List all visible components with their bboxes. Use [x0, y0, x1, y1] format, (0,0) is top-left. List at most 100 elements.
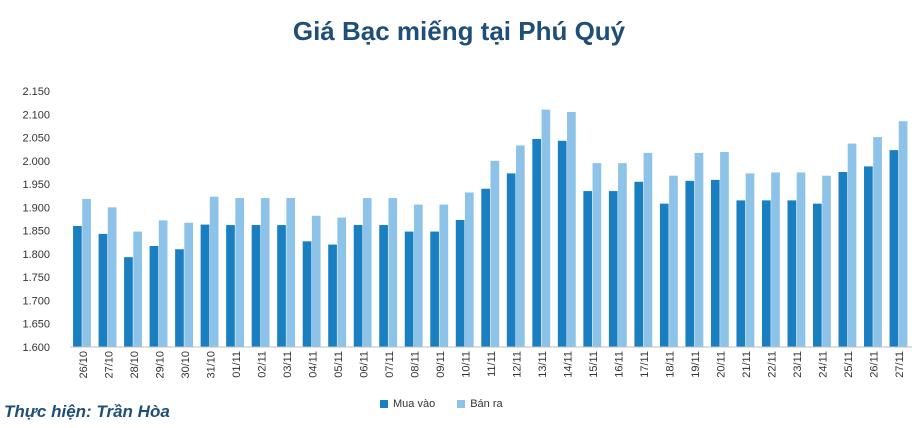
bar-ban-ra — [592, 163, 602, 347]
x-tick-label: 07/11 — [384, 351, 396, 378]
bar-ban-ra — [362, 198, 372, 347]
bar-mua-vao — [98, 233, 108, 347]
bar-ban-ra — [235, 198, 245, 347]
legend-item-ban-ra: Bán ra — [457, 398, 503, 410]
chart-title: Giá Bạc miếng tại Phú Quý — [292, 16, 626, 46]
bars-group — [73, 109, 908, 348]
y-axis: 1.600 1.650 1.700 1.750 1.800 1.850 1.900 1.950… — [22, 86, 50, 354]
bar-ban-ra — [669, 175, 678, 347]
x-tick-label: 28/10 — [129, 351, 141, 379]
bar-ban-ra — [158, 220, 168, 347]
y-tick-label: 1.700 — [22, 295, 50, 307]
y-tick-label: 1.850 — [22, 226, 50, 238]
bar-ban-ra — [209, 196, 219, 347]
y-tick-label: 2.100 — [22, 109, 50, 121]
bar-mua-vao — [226, 225, 235, 347]
bar-ban-ra — [618, 163, 627, 347]
bar-ban-ra — [311, 215, 321, 347]
x-axis: 26/10 27/10 28/10 29/10 30/10 31/10 01/11 02/11… — [70, 346, 912, 379]
bar-mua-vao — [736, 200, 746, 347]
bar-ban-ra — [771, 172, 780, 347]
bar-mua-vao — [685, 180, 695, 347]
bar-mua-vao — [277, 225, 286, 347]
x-tick-label: 15/11 — [588, 351, 600, 378]
bar-mua-vao — [302, 241, 312, 347]
bar-mua-vao — [481, 188, 490, 347]
x-tick-label: 23/11 — [792, 351, 804, 378]
bar-mua-vao — [532, 138, 542, 347]
x-tick-label: 08/11 — [409, 351, 421, 378]
bar-mua-vao — [864, 166, 873, 347]
x-tick-label: 10/11 — [460, 351, 472, 378]
x-tick-label: 01/11 — [231, 351, 243, 378]
bar-mua-vao — [149, 246, 159, 347]
x-tick-label: 16/11 — [614, 351, 626, 378]
bar-mua-vao — [761, 200, 771, 347]
x-tick-label: 27/10 — [103, 351, 115, 379]
bar-ban-ra — [82, 198, 91, 347]
x-tick-label: 04/11 — [307, 351, 319, 378]
bar-ban-ra — [567, 111, 576, 347]
x-tick-label: 06/11 — [358, 351, 370, 378]
y-tick-label: 1.900 — [22, 202, 50, 214]
bar-mua-vao — [506, 173, 516, 347]
bar-ban-ra — [286, 198, 296, 347]
x-tick-label: 27/11 — [894, 351, 906, 378]
bar-ban-ra — [516, 145, 525, 347]
x-tick-label: 05/11 — [333, 351, 345, 378]
legend: Mua vào Bán ra — [380, 398, 503, 410]
bar-ban-ra — [898, 121, 908, 347]
x-tick-label: 26/10 — [78, 351, 90, 379]
x-tick-label: 02/11 — [256, 351, 268, 378]
legend-swatch-ban-ra — [457, 400, 466, 408]
x-tick-label: 11/11 — [486, 351, 498, 377]
y-tick-label: 1.800 — [22, 249, 50, 261]
bar-mua-vao — [813, 203, 822, 347]
y-tick-label: 2.150 — [22, 86, 50, 98]
y-tick-label: 1.600 — [22, 342, 50, 354]
bar-mua-vao — [404, 231, 414, 347]
legend-swatch-mua-vao — [380, 400, 388, 408]
x-tick-label: 22/11 — [767, 351, 779, 378]
bar-ban-ra — [873, 137, 882, 347]
bar-mua-vao — [353, 225, 363, 347]
bar-ban-ra — [643, 152, 653, 347]
bar-ban-ra — [184, 222, 193, 347]
bar-ban-ra — [464, 192, 474, 347]
x-tick-label: 26/11 — [869, 351, 881, 378]
x-tick-label: 21/11 — [741, 351, 753, 378]
bar-mua-vao — [583, 191, 593, 347]
x-tick-label: 20/11 — [716, 351, 728, 378]
bar-mua-vao — [455, 219, 465, 347]
x-tick-label: 25/11 — [843, 351, 855, 378]
bar-mua-vao — [175, 249, 184, 347]
bar-mua-vao — [608, 191, 618, 347]
y-tick-label: 1.650 — [22, 319, 50, 331]
bar-ban-ra — [541, 109, 551, 348]
bar-ban-ra — [796, 172, 806, 347]
credit-text: Thực hiện: Trần Hòa — [4, 402, 170, 421]
bar-mua-vao — [710, 179, 720, 347]
legend-item-mua-vao: Mua vào — [380, 398, 435, 410]
x-tick-label: 18/11 — [665, 351, 677, 378]
x-tick-label: 29/10 — [154, 351, 166, 379]
bar-ban-ra — [822, 175, 831, 347]
bar-mua-vao — [430, 231, 439, 347]
bar-mua-vao — [379, 225, 388, 347]
bar-mua-vao — [328, 244, 337, 347]
bar-mua-vao — [787, 200, 797, 347]
x-tick-label: 14/11 — [563, 351, 575, 378]
y-tick-label: 2.000 — [22, 156, 50, 168]
bar-ban-ra — [694, 152, 704, 347]
bar-ban-ra — [133, 231, 142, 347]
x-tick-label: 31/10 — [205, 351, 217, 379]
bar-mua-vao — [838, 171, 848, 347]
legend-label-mua-vao: Mua vào — [393, 398, 436, 410]
x-tick-label: 12/11 — [512, 351, 524, 378]
x-tick-label: 17/11 — [639, 351, 651, 378]
bar-ban-ra — [388, 198, 398, 347]
bar-mua-vao — [251, 225, 261, 347]
bar-mua-vao — [200, 224, 210, 347]
x-tick-label: 09/11 — [435, 351, 447, 378]
x-tick-label: 13/11 — [537, 351, 549, 378]
